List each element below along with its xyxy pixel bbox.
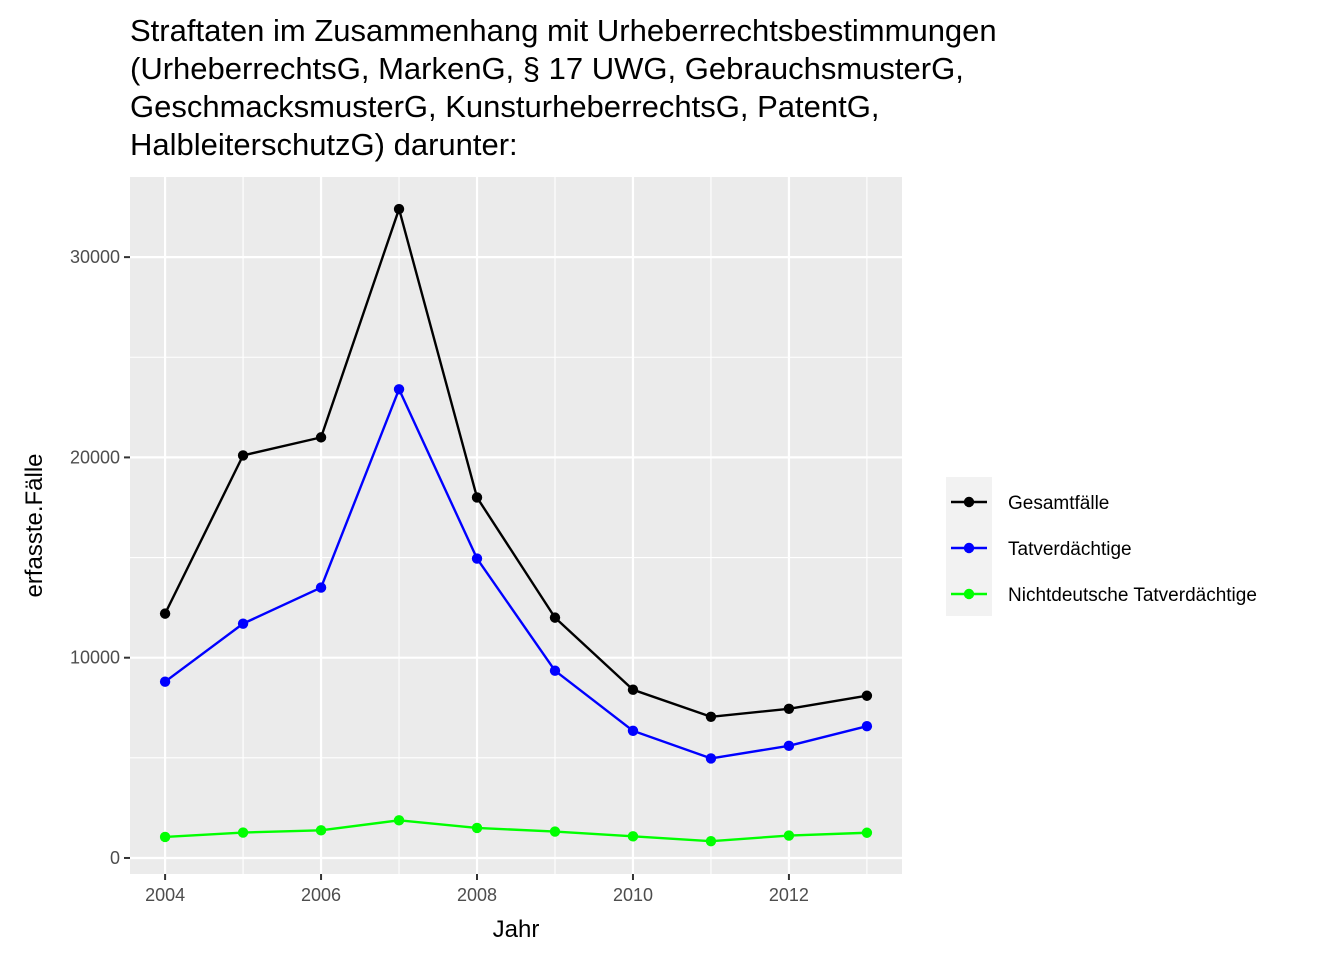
data-point xyxy=(315,432,327,443)
x-tick-label: 2008 xyxy=(457,885,497,905)
grid-major xyxy=(130,177,902,874)
data-point xyxy=(705,753,717,764)
chart-title-line-2: (UrheberrechtsG, MarkenG, § 17 UWG, Gebr… xyxy=(130,51,964,86)
series-line xyxy=(164,388,868,760)
y-tick-label: 10000 xyxy=(70,648,120,668)
data-point xyxy=(315,825,327,836)
x-axis-title: Jahr xyxy=(493,916,540,943)
data-point xyxy=(159,608,171,619)
data-point xyxy=(159,676,171,687)
legend-item: Gesamtfälle xyxy=(951,493,1109,514)
chart-title-line-4: HalbleiterschutzG) darunter: xyxy=(130,127,518,162)
x-tick-label: 2012 xyxy=(769,885,809,905)
data-point xyxy=(393,384,405,395)
series-3 xyxy=(159,815,873,847)
data-point xyxy=(471,492,483,503)
data-point xyxy=(549,665,561,676)
y-tick-label: 20000 xyxy=(70,447,120,467)
data-point xyxy=(237,450,249,461)
legend-key-point xyxy=(963,542,975,554)
x-tick-label: 2004 xyxy=(145,885,185,905)
data-point xyxy=(315,582,327,593)
legend-key-point xyxy=(963,588,975,600)
legend-label: Gesamtfälle xyxy=(1008,493,1109,514)
data-point xyxy=(471,822,483,834)
legend-key-point xyxy=(963,496,975,508)
y-tick-label: 30000 xyxy=(70,247,120,267)
y-axis: 0 10000 20000 30000 xyxy=(70,247,130,868)
chart-title-line-1: Straftaten im Zusammenhang mit Urheberre… xyxy=(130,13,997,48)
x-tick-label: 2010 xyxy=(613,885,653,905)
y-axis-title: erfasste.Fälle xyxy=(21,453,48,597)
data-point xyxy=(393,815,405,826)
chart-title-line-3: GeschmacksmusterG, KunsturheberrechtsG, … xyxy=(130,89,880,124)
x-tick-label: 2006 xyxy=(301,885,341,905)
data-point xyxy=(861,827,873,838)
data-point xyxy=(705,711,717,722)
data-point xyxy=(549,826,561,837)
data-point xyxy=(159,831,171,843)
y-tick-label: 0 xyxy=(110,848,120,868)
data-point xyxy=(861,690,873,701)
data-point xyxy=(549,612,561,623)
data-point xyxy=(627,831,639,842)
data-point xyxy=(237,618,249,629)
data-point xyxy=(627,684,639,695)
plot-panel xyxy=(130,177,902,874)
legend: Gesamtfälle Tatverdächtige Nichtdeutsche T… xyxy=(946,477,1257,616)
series-line xyxy=(164,207,868,718)
legend-item: Nichtdeutsche Tatverdächtige xyxy=(951,585,1257,606)
data-point xyxy=(237,827,249,838)
x-axis: 2004 2006 2008 2010 2012 xyxy=(145,874,809,905)
data-point xyxy=(393,203,405,215)
legend-item: Tatverdächtige xyxy=(951,539,1132,560)
data-point xyxy=(861,720,873,732)
data-point xyxy=(627,725,639,736)
data-point xyxy=(705,835,717,847)
data-point xyxy=(783,740,795,752)
data-point xyxy=(783,703,795,714)
data-point xyxy=(783,830,795,841)
legend-label: Tatverdächtige xyxy=(1008,539,1132,560)
series-1 xyxy=(159,203,873,722)
series-2 xyxy=(159,384,873,764)
series-line xyxy=(165,819,867,843)
legend-label: Nichtdeutsche Tatverdächtige xyxy=(1008,585,1257,606)
data-point xyxy=(471,553,483,564)
chart-title: Straftaten im Zusammenhang mit Urheberre… xyxy=(130,12,1230,164)
series-layer xyxy=(159,203,873,847)
